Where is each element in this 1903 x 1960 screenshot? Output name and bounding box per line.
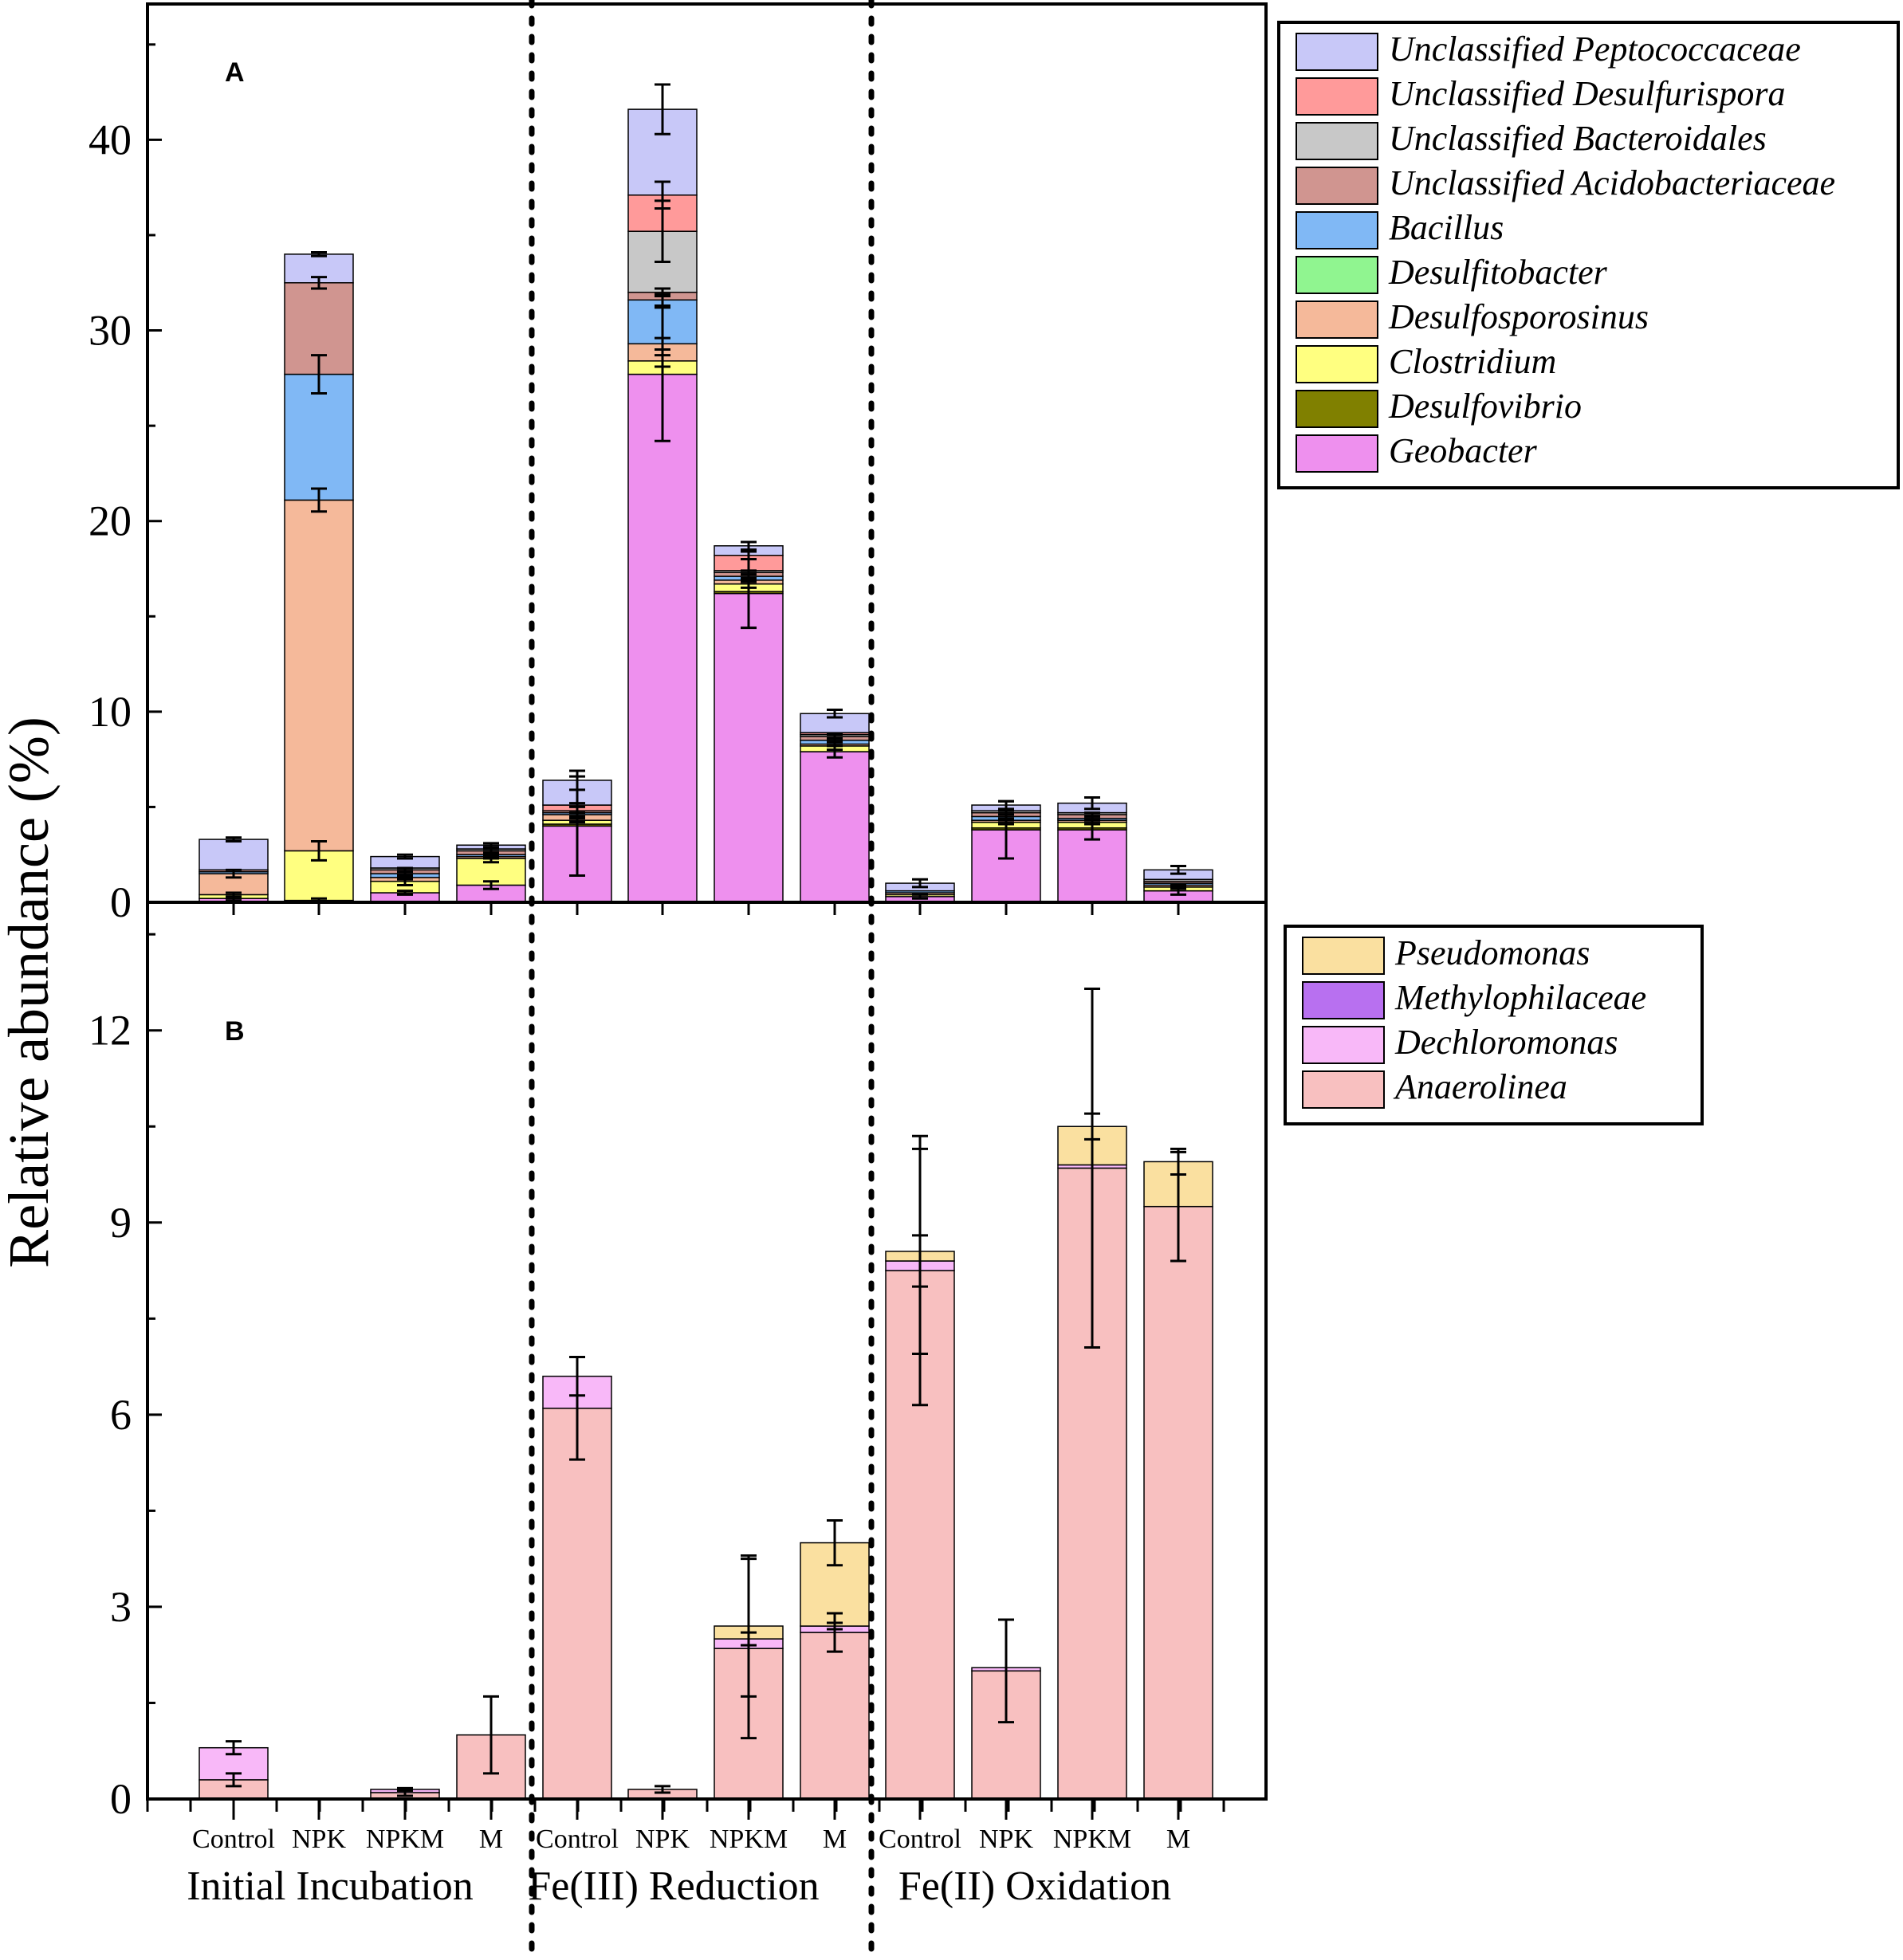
legend-a-label-geobacter: Geobacter <box>1389 431 1538 470</box>
panel-a-bar-6-geobacter <box>627 373 698 903</box>
legend-a-label-unclassified-peptococcaceae: Unclassified Peptococcaceae <box>1389 29 1801 69</box>
legend-a-swatch-bacillus <box>1296 211 1378 249</box>
group-dividers <box>529 0 875 1960</box>
y-tick-label-a: 10 <box>88 688 132 736</box>
x-group-label-2: Fe(III) Reduction <box>528 1864 819 1909</box>
y-tick-label-a: 0 <box>110 878 132 926</box>
y-axis-label: Relative abundance (%) <box>0 717 61 1268</box>
x-category-label: M <box>823 1824 847 1854</box>
x-category-label: Control <box>536 1824 619 1854</box>
legend-a-swatch-clostridium <box>1296 345 1378 383</box>
legend-b-label-pseudomonas: Pseudomonas <box>1394 933 1590 972</box>
legend-a-label-desulfosporosinus: Desulfosporosinus <box>1388 297 1649 336</box>
legend-a-swatch-unclassified-peptococcaceae <box>1296 33 1378 71</box>
panel-a-bar-11-geobacter <box>1057 829 1127 903</box>
panel-a-bars <box>199 108 1213 903</box>
panel-a-bar-7-geobacter <box>714 592 784 903</box>
legend-a-swatch-desulfitobacter <box>1296 256 1378 294</box>
x-category-label: NPK <box>979 1824 1033 1854</box>
panel-a-y-axis: 0 10 20 30 40 <box>88 43 162 926</box>
panel-b-bar-8-anaerolinea <box>800 1632 870 1800</box>
legend-a-swatch-desulfosporosinus <box>1296 300 1378 339</box>
legend-a-label-unclassified-acidobacteriaceae: Unclassified Acidobacteriaceae <box>1389 163 1835 202</box>
panel-b-bar-12-anaerolinea <box>1143 1205 1213 1800</box>
panel-a-bar-8-geobacter <box>800 751 870 903</box>
y-tick-label-b: 6 <box>110 1391 132 1439</box>
panel-a-bar-1-unclassified-peptococcaceae <box>199 839 269 871</box>
x-category-label: NPKM <box>710 1824 788 1854</box>
x-category-label: NPKM <box>366 1824 444 1854</box>
legend-a-swatch-unclassified-acidobacteriaceae <box>1296 167 1378 205</box>
panel-b-bar-5-anaerolinea <box>542 1408 612 1800</box>
legend-a-label-unclassified-desulfurispora: Unclassified Desulfurispora <box>1389 74 1785 113</box>
x-category-label: M <box>479 1824 503 1854</box>
legend-a-label-desulfovibrio: Desulfovibrio <box>1388 387 1582 426</box>
panel-a-letter: A <box>225 57 245 88</box>
panel-a-bar-2-bacillus <box>284 373 354 501</box>
y-tick-label-a: 40 <box>88 116 132 163</box>
legend-a-label-desulfitobacter: Desulfitobacter <box>1388 253 1608 292</box>
y-tick-label-b: 0 <box>110 1775 132 1823</box>
legend-b-swatch-methylophilaceae <box>1302 981 1385 1019</box>
legend-a-label-bacillus: Bacillus <box>1389 208 1504 247</box>
x-group-label-3: Fe(II) Oxidation <box>898 1864 1171 1909</box>
y-tick-label-a: 20 <box>88 497 132 545</box>
legend-b-label-anaerolinea: Anaerolinea <box>1393 1067 1567 1106</box>
legend-a-label-unclassified-bacteroidales: Unclassified Bacteroidales <box>1389 119 1767 158</box>
x-category-label: NPK <box>292 1824 346 1854</box>
legend-b-swatch-dechloromonas <box>1302 1026 1385 1064</box>
legend-a-label-clostridium: Clostridium <box>1389 342 1556 381</box>
legend-b-label-dechloromonas: Dechloromonas <box>1394 1023 1618 1062</box>
legend-panel-a: Unclassified Peptococcaceae Unclassified … <box>1277 21 1900 489</box>
x-category-label: NPKM <box>1053 1824 1131 1854</box>
legend-a-swatch-unclassified-bacteroidales <box>1296 122 1378 160</box>
error-bars <box>226 83 1186 1797</box>
x-axis: Control NPK NPKM M Control NPK NPKM M Control NPK… <box>146 902 1225 1909</box>
legend-a-box <box>1277 21 1900 489</box>
legend-a-swatch-geobacter <box>1296 434 1378 473</box>
x-group-label-1: Initial Incubation <box>187 1864 474 1909</box>
legend-b-swatch-anaerolinea <box>1302 1070 1385 1109</box>
x-category-label: Control <box>192 1824 275 1854</box>
y-tick-label-b: 9 <box>110 1199 132 1247</box>
x-category-label: NPK <box>635 1824 690 1854</box>
legend-b-label-methylophilaceae: Methylophilaceae <box>1394 978 1646 1017</box>
panel-b-bars <box>199 1125 1213 1800</box>
legend-a-swatch-unclassified-desulfurispora <box>1296 77 1378 116</box>
panel-b-letter: B <box>225 1016 245 1047</box>
panel-b-y-axis: 3 6 9 12 0 <box>88 933 162 1823</box>
y-tick-label-a: 30 <box>88 307 132 355</box>
x-category-label: M <box>1166 1824 1190 1854</box>
axis-labels: Relative abundance (%) A B <box>0 57 245 1268</box>
y-tick-label-b: 12 <box>88 1007 132 1055</box>
x-category-label: Control <box>879 1824 961 1854</box>
panel-a-bar-2-desulfosporosinus <box>284 499 354 852</box>
legend-b-swatch-pseudomonas <box>1302 937 1385 975</box>
y-tick-label-b: 3 <box>110 1583 132 1631</box>
legend-a-swatch-desulfovibrio <box>1296 390 1378 428</box>
legend-panel-b: Pseudomonas Methylophilaceae Dechloromonas… <box>1284 925 1704 1125</box>
